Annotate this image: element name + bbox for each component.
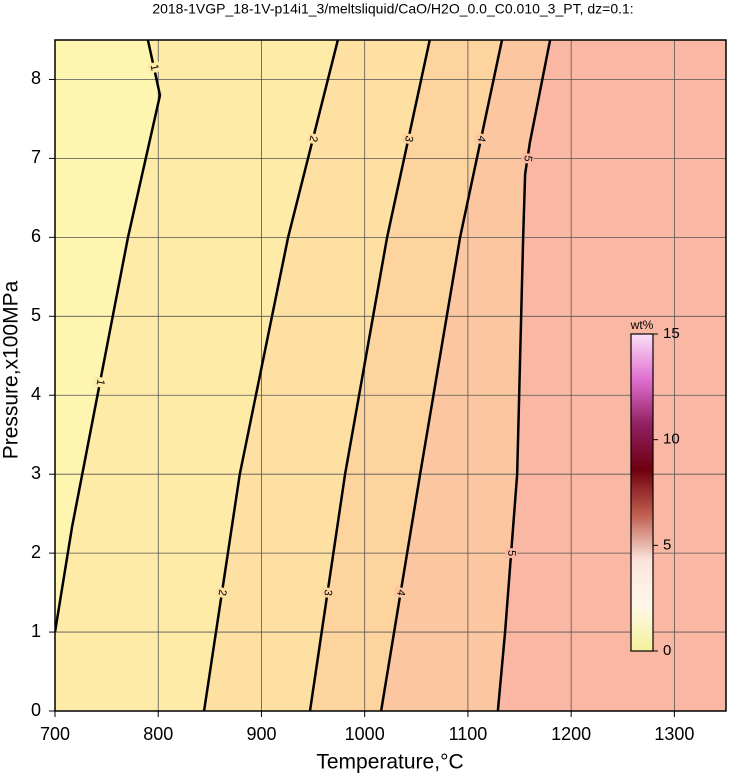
contour-label: 1	[148, 63, 161, 72]
y-tick-label: 0	[31, 700, 41, 720]
contour-label-bg	[215, 586, 229, 599]
y-tick-label: 1	[31, 621, 41, 641]
y-tick-label: 7	[31, 147, 41, 167]
plot-area: 1 1 2 2 3 3 4 4 5 5	[55, 40, 726, 711]
colorbar-title: wt%	[630, 318, 654, 332]
contour-label: 2	[306, 134, 319, 143]
x-tick-label: 800	[143, 724, 173, 744]
contour-label-bg	[320, 586, 335, 599]
contour-label-bg	[474, 132, 488, 145]
colorbar-tick-label: 5	[663, 536, 671, 553]
contour-label: 2	[216, 589, 229, 597]
colorbar-tick-label: 10	[663, 431, 680, 448]
y-tick-label: 6	[31, 226, 41, 246]
contour-label-bg	[147, 61, 161, 74]
x-tick-label: 1100	[449, 724, 488, 744]
x-tick-label: 1200	[551, 724, 591, 744]
x-axis-title: Temperature,°C	[316, 751, 463, 774]
chart-title: 2018-1VGP_18-1V-p14i1_3/meltsliquid/CaO/…	[152, 1, 633, 17]
x-tick-label: 1300	[654, 724, 694, 744]
x-tick-label: 900	[246, 724, 276, 744]
contour-label-bg	[401, 132, 416, 145]
y-tick-label: 8	[31, 68, 41, 88]
contour-label: 3	[402, 134, 415, 143]
contour-fill	[55, 40, 726, 711]
y-tick-label: 5	[31, 305, 41, 325]
colorbar-tick-label: 0	[663, 642, 671, 659]
contour-label-bg	[305, 132, 321, 145]
contour-label: 4	[475, 134, 488, 142]
colorbar-tick-label: 15	[663, 325, 680, 342]
x-tick-label: 1000	[345, 724, 385, 744]
contour-label: 5	[521, 155, 534, 163]
y-tick-label: 4	[31, 384, 41, 404]
contour-label-bg	[504, 547, 518, 559]
y-tick-label: 2	[31, 542, 41, 562]
contour-line	[55, 40, 162, 633]
y-axis-title: Pressure,x100MPa	[0, 280, 23, 459]
contour-label-bg	[93, 376, 107, 389]
contour-label-bg	[520, 152, 535, 165]
contour-label-bg	[393, 586, 408, 599]
y-tick-label: 3	[31, 463, 41, 483]
contour-line	[496, 40, 552, 711]
contour-label: 3	[321, 589, 334, 597]
contour-label: 5	[505, 550, 517, 557]
contour-label: 4	[394, 589, 407, 597]
colorbar	[630, 333, 654, 652]
plot-frame	[54, 39, 727, 712]
contour-label: 1	[94, 378, 107, 386]
x-tick-label: 700	[40, 724, 70, 744]
